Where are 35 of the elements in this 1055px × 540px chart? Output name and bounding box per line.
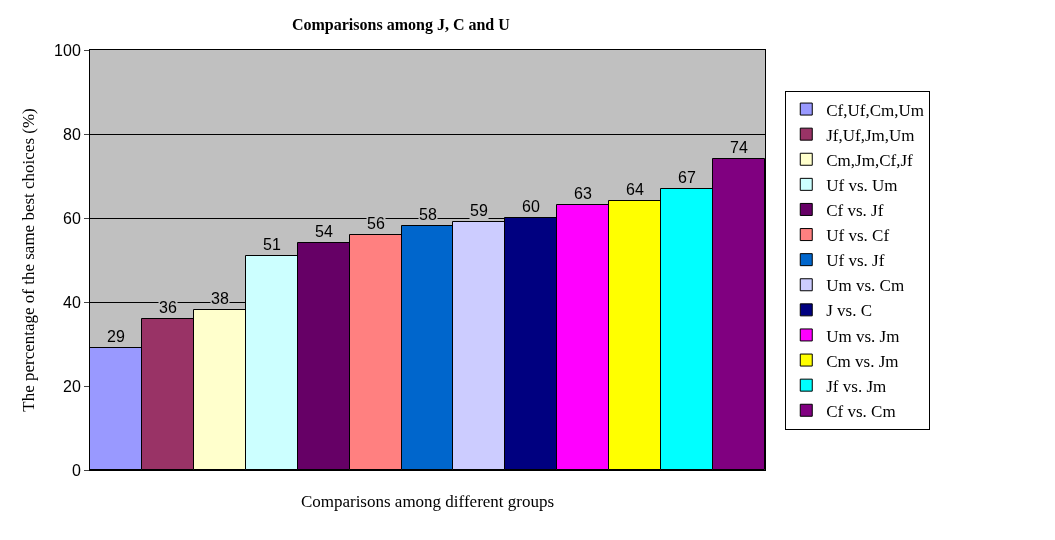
data-label: 29 (107, 328, 125, 345)
x-axis-title: Comparisons among different groups (300, 492, 555, 512)
data-label: 54 (315, 223, 333, 240)
legend-label: Uf vs. Cf (826, 226, 890, 246)
y-tick-label: 80 (63, 125, 81, 143)
legend-label: Um vs. Jm (826, 326, 900, 346)
legend-label: Uf vs. Jf (826, 251, 885, 271)
data-label: 74 (730, 139, 748, 156)
legend-label: Cm,Jm,Cf,Jf (826, 150, 914, 170)
y-tick-label: 100 (54, 41, 81, 59)
data-label: 36 (159, 299, 177, 316)
legend-label: Uf vs. Um (826, 175, 898, 195)
data-label: 63 (574, 185, 592, 202)
y-tick-label: 20 (63, 377, 81, 395)
legend-label: Jf,Uf,Jm,Um (826, 125, 915, 145)
data-label: 51 (263, 236, 281, 253)
legend-label: Jf vs. Jm (826, 376, 887, 396)
data-label: 64 (626, 181, 644, 198)
data-label: 58 (419, 206, 437, 223)
y-tick-label: 0 (71, 461, 81, 479)
y-tick-label: 60 (63, 209, 81, 227)
data-label: 38 (211, 290, 229, 307)
legend-label: Cf vs. Cm (826, 401, 896, 421)
data-label: 67 (678, 169, 696, 186)
y-tick-label: 40 (63, 293, 81, 311)
data-label: 60 (522, 198, 540, 215)
data-label: 56 (367, 215, 385, 232)
chart-title: Comparisons among J, C and U (291, 16, 511, 35)
y-axis-title: The percentage of the same best choices (%) (18, 108, 38, 412)
legend-label: Cf vs. Jf (826, 201, 884, 221)
legend-label: Cm vs. Jm (826, 351, 899, 371)
legend-label: Cf,Uf,Cm,Um (826, 100, 924, 120)
data-label: 59 (470, 202, 488, 219)
legend-label: Um vs. Cm (826, 276, 905, 296)
legend-label: J vs. C (826, 301, 873, 321)
